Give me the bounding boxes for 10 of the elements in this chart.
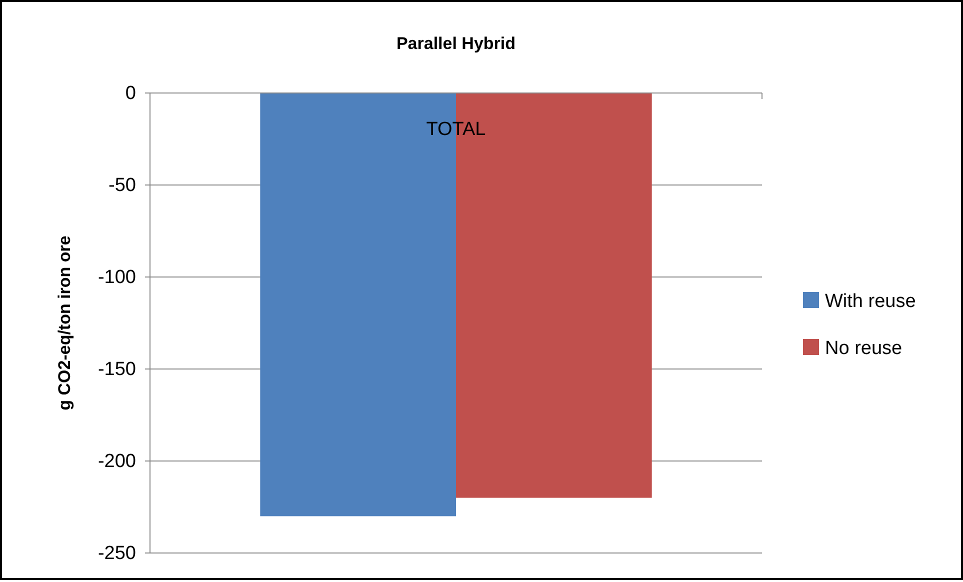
chart-title: Parallel Hybrid — [396, 34, 516, 53]
y-tick-label: -150 — [98, 359, 136, 380]
y-axis-title: g CO2-eq/ton iron ore — [55, 236, 74, 410]
legend-label: With reuse — [825, 291, 916, 312]
y-tick-label: 0 — [125, 83, 136, 104]
y-tick-label: -200 — [98, 451, 136, 472]
legend-label: No reuse — [825, 338, 902, 359]
y-tick-label: -100 — [98, 267, 136, 288]
y-tick-label: -250 — [98, 543, 136, 564]
y-tick-label: -50 — [108, 175, 136, 196]
